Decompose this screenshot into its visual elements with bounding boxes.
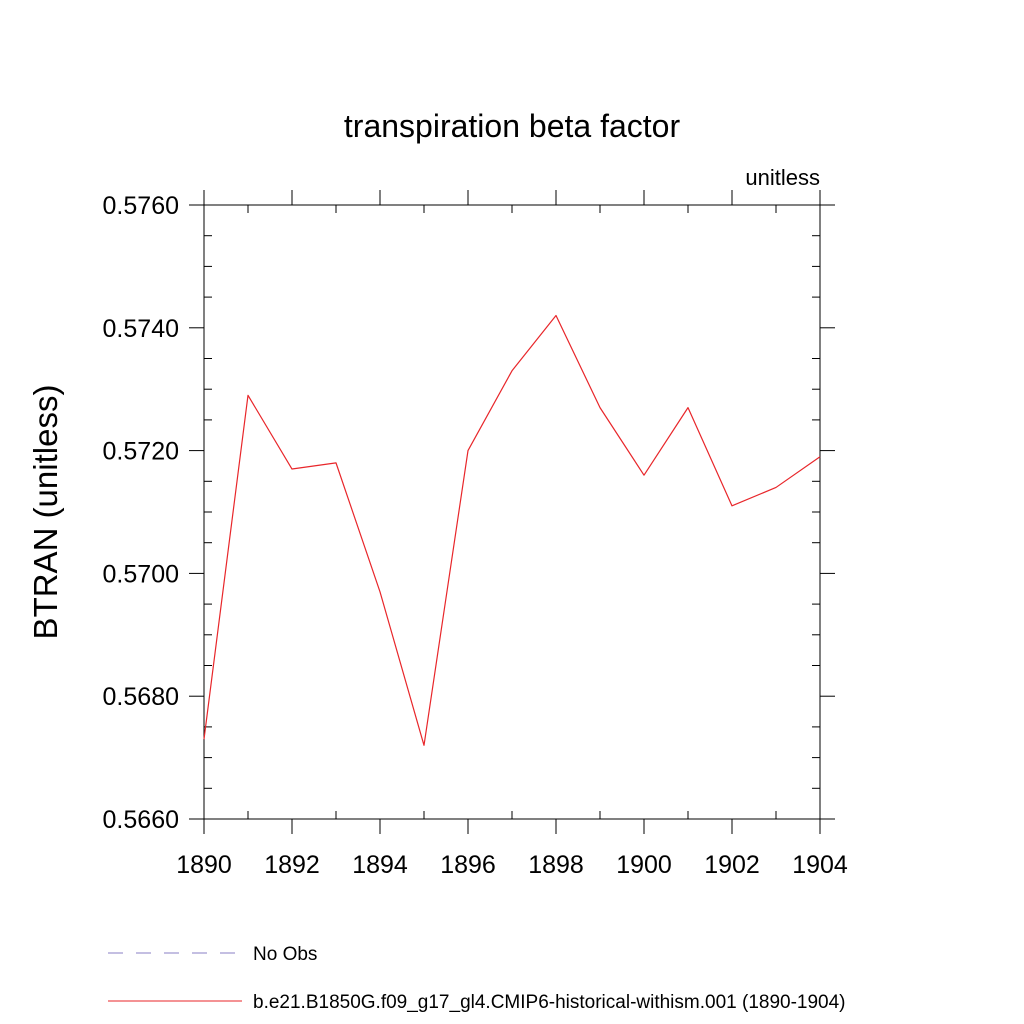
y-tick-label: 0.5740 [103, 315, 179, 343]
y-tick-label: 0.5720 [103, 438, 179, 466]
series-line-0 [203, 314, 821, 746]
x-tick-label: 1890 [176, 851, 232, 879]
x-tick-label: 1900 [616, 851, 672, 879]
legend-label: b.e21.B1850G.f09_g17_gl4.CMIP6-historica… [253, 992, 846, 1013]
series-layer [203, 314, 821, 746]
x-tick-label: 1902 [704, 851, 760, 879]
x-tick-label: 1894 [352, 851, 408, 879]
legend: No Obs b.e21.B1850G.f09_g17_gl4.CMIP6-his… [108, 944, 846, 1013]
tick-labels: 1890 1892 1894 1896 1898 1900 1902 1904 0.5660 0.… [103, 192, 848, 879]
legend-label: No Obs [253, 944, 317, 965]
y-tick-label: 0.5660 [103, 806, 179, 834]
y-tick-label: 0.5700 [103, 560, 179, 588]
chart-title: transpiration beta factor [344, 108, 681, 144]
y-axis-label: BTRAN (unitless) [27, 385, 64, 640]
units-label: unitless [745, 165, 820, 190]
x-tick-label: 1892 [264, 851, 320, 879]
y-tick-label: 0.5760 [103, 192, 179, 220]
plot-frame [203, 204, 821, 820]
x-tick-label: 1898 [528, 851, 584, 879]
y-tick-label: 0.5680 [103, 683, 179, 711]
axis-ticks [189, 190, 835, 834]
x-tick-label: 1896 [440, 851, 496, 879]
x-tick-label: 1904 [792, 851, 848, 879]
